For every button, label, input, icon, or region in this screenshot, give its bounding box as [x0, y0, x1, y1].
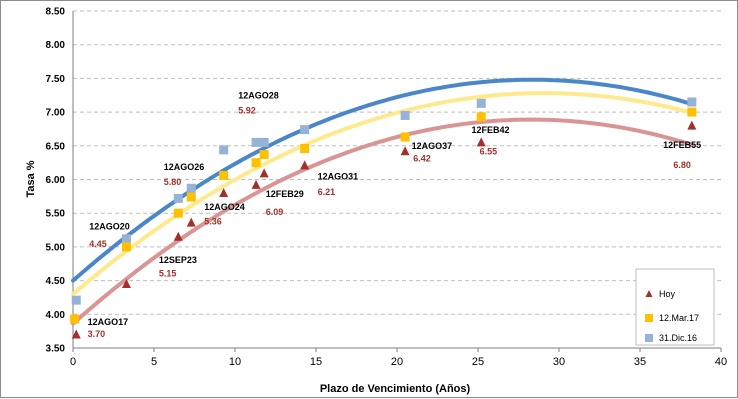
y-tick-label: 7.00: [46, 108, 66, 119]
point-label-value: 5.80: [164, 177, 182, 187]
data-markers: [70, 97, 697, 339]
data-point-triangle: [173, 231, 183, 241]
y-tick-label: 3.50: [46, 344, 66, 355]
data-point-square: [121, 234, 131, 244]
x-tick-label: 25: [472, 356, 484, 368]
point-label-value: 6.21: [318, 187, 336, 197]
x-tick-label: 35: [634, 356, 646, 368]
point-label-value: 3.70: [88, 329, 106, 339]
data-point-triangle: [121, 278, 131, 288]
data-point-triangle: [476, 137, 486, 147]
data-point-square: [219, 170, 229, 180]
point-label-name: 12AGO26: [164, 162, 205, 172]
y-axis-title: Tasa %: [25, 160, 37, 197]
data-point-square: [186, 192, 196, 202]
y-tick-label: 6.50: [46, 141, 66, 152]
point-label-name: 12AGO31: [318, 172, 359, 182]
legend-label: 12.Mar.17: [659, 313, 699, 323]
y-tick-label: 7.50: [46, 74, 66, 85]
point-label-value: 5.92: [238, 105, 256, 115]
point-label-value: 6.55: [480, 147, 498, 157]
x-axis: 0 5 10 15 20 25 30 35 40: [70, 347, 727, 368]
point-labels: 12AGO17 3.70 12AGO20 4.45 12SEP23 5.15 12AGO24…: [88, 91, 702, 340]
point-label-name: 12FEB55: [663, 140, 701, 150]
legend-label: Hoy: [659, 289, 676, 299]
data-point-square: [219, 145, 229, 155]
y-axis: 3.50 4.00 4.50 5.00 5.50 6.00 6.50 7.00 7.50 8.00…: [46, 7, 74, 355]
point-label-value: 5.15: [159, 269, 177, 279]
point-label-name: 12FEB42: [472, 125, 510, 135]
point-label-value: 6.42: [413, 153, 431, 163]
data-point-square: [476, 112, 486, 122]
data-point-square: [70, 314, 80, 324]
y-tick-label: 8.50: [46, 7, 66, 18]
data-point-triangle: [71, 329, 81, 339]
trend-line: [71, 117, 695, 326]
data-point-square: [400, 110, 410, 120]
point-label-name: 12AGO37: [412, 141, 453, 151]
data-point-square: [71, 295, 81, 305]
legend-marker: [645, 290, 653, 297]
point-label-name: 12SEP23: [159, 255, 197, 265]
data-point-square: [173, 193, 183, 203]
point-label-value: 6.09: [266, 207, 284, 217]
data-point-square: [300, 125, 310, 135]
data-point-square: [476, 98, 486, 108]
data-point-triangle: [251, 179, 261, 189]
data-point-square: [259, 137, 269, 147]
x-tick-label: 10: [229, 356, 241, 368]
x-tick-label: 0: [70, 356, 76, 368]
point-label-value: 5.36: [204, 217, 222, 227]
data-point-triangle: [400, 146, 410, 156]
point-label-name: 12AGO20: [89, 221, 130, 231]
y-tick-label: 4.50: [46, 276, 66, 287]
x-tick-label: 20: [391, 356, 403, 368]
y-tick-label: 5.00: [46, 242, 66, 253]
data-point-square: [121, 242, 131, 252]
x-tick-label: 30: [553, 356, 565, 368]
data-point-square: [259, 150, 269, 160]
point-label-name: 12AGO17: [88, 317, 129, 327]
data-point-square: [186, 183, 196, 193]
x-tick-label: 40: [715, 356, 727, 368]
point-label-name: 12AGO24: [204, 202, 245, 212]
data-point-square: [400, 132, 410, 142]
legend-label: 31.Dic.16: [659, 333, 697, 343]
legend: Hoy 12.Mar.17 31.Dic.16: [635, 268, 715, 346]
y-tick-label: 5.50: [46, 209, 66, 220]
data-point-square: [173, 208, 183, 218]
grid-lines: [73, 10, 721, 349]
data-point-triangle: [300, 160, 310, 170]
data-point-square: [687, 97, 697, 107]
data-point-square: [687, 107, 697, 117]
y-tick-label: 6.00: [46, 175, 66, 186]
legend-box: [635, 268, 715, 346]
y-tick-label: 8.00: [46, 40, 66, 51]
point-label-value: 4.45: [89, 239, 107, 249]
data-point-triangle: [186, 217, 196, 227]
legend-marker: [645, 314, 653, 322]
x-axis-title: Plazo de Vencimiento (Años): [320, 383, 471, 395]
point-label-name: 12AGO28: [238, 91, 279, 101]
trend-lines: [71, 77, 695, 326]
data-point-square: [251, 137, 261, 147]
point-label-value: 6.80: [673, 160, 691, 170]
y-tick-label: 4.00: [46, 310, 66, 321]
data-point-square: [251, 158, 261, 168]
x-tick-label: 15: [310, 356, 322, 368]
data-point-triangle: [259, 168, 269, 178]
point-label-name: 12FEB29: [266, 189, 304, 199]
data-point-square: [300, 143, 310, 153]
data-point-triangle: [687, 120, 697, 130]
x-tick-label: 5: [151, 356, 157, 368]
data-point-triangle: [219, 187, 229, 197]
legend-marker: [645, 334, 653, 342]
